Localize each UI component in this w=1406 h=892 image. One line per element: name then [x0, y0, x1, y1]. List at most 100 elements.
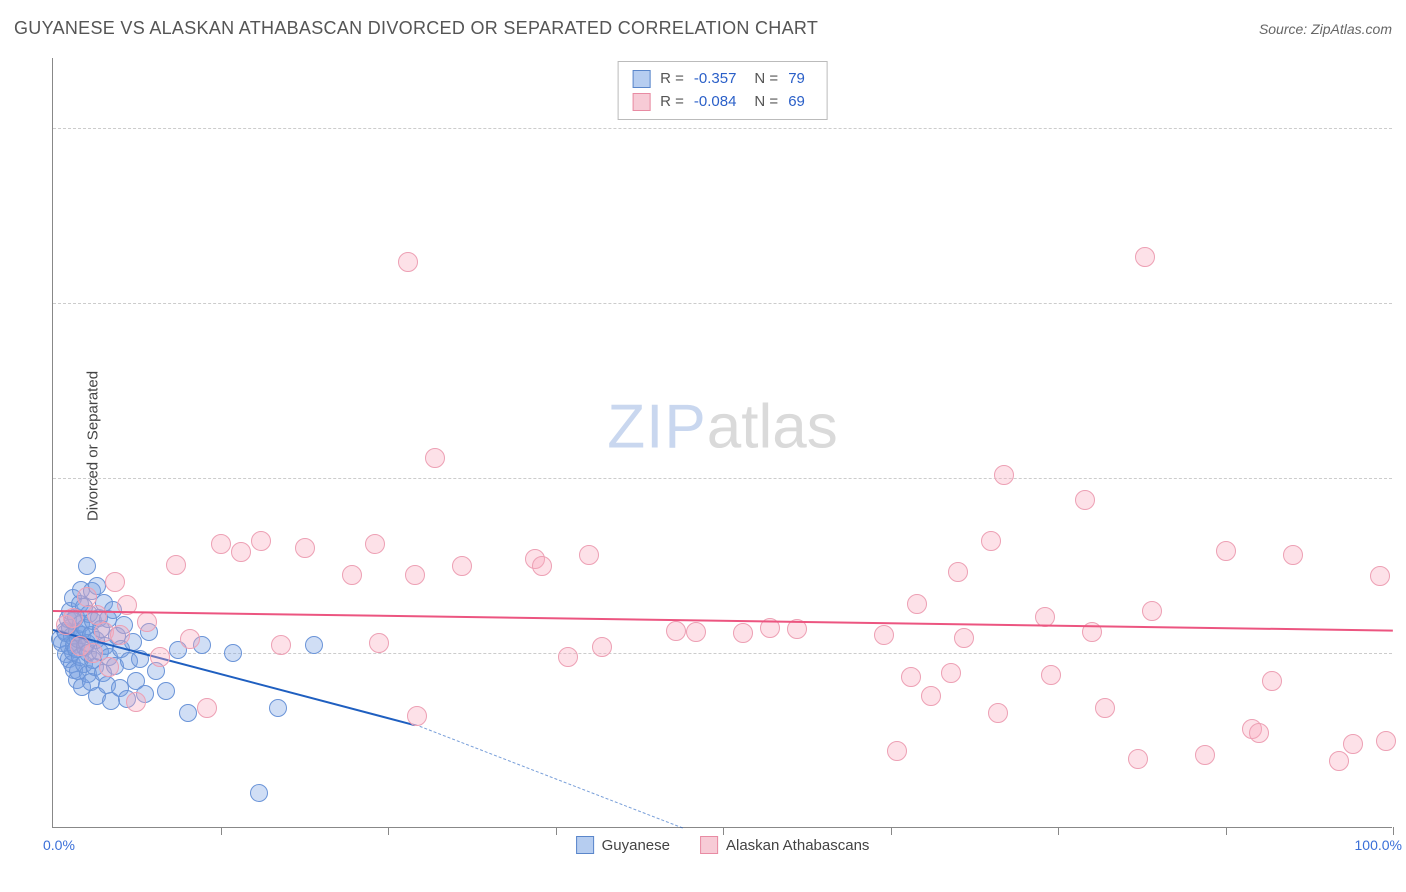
- r-value-guyanese: -0.357: [694, 68, 737, 91]
- x-tick: [723, 827, 724, 835]
- legend-label-guyanese: Guyanese: [602, 837, 670, 854]
- scatter-point: [197, 698, 217, 718]
- chart-title: GUYANESE VS ALASKAN ATHABASCAN DIVORCED …: [14, 18, 818, 39]
- scatter-point: [231, 542, 251, 562]
- scatter-point: [1376, 731, 1396, 751]
- scatter-point: [592, 637, 612, 657]
- gridline-h: [53, 478, 1392, 479]
- scatter-point: [874, 625, 894, 645]
- trend-line-dashed: [415, 724, 683, 829]
- scatter-point: [994, 465, 1014, 485]
- scatter-point: [532, 556, 552, 576]
- gridline-h: [53, 653, 1392, 654]
- scatter-point: [941, 663, 961, 683]
- r-label: R =: [660, 91, 684, 114]
- scatter-point: [1370, 566, 1390, 586]
- scatter-point: [271, 635, 291, 655]
- scatter-point: [295, 538, 315, 558]
- x-tick: [1226, 827, 1227, 835]
- scatter-point: [988, 703, 1008, 723]
- legend-item-guyanese: Guyanese: [576, 836, 670, 854]
- scatter-point: [99, 657, 119, 677]
- n-value-guyanese: 79: [788, 68, 805, 91]
- scatter-point: [166, 555, 186, 575]
- x-tick: [891, 827, 892, 835]
- r-label: R =: [660, 68, 684, 91]
- scatter-point: [1283, 545, 1303, 565]
- scatter-point: [1041, 665, 1061, 685]
- stats-row-athabascan: R = -0.084 N = 69: [632, 91, 813, 114]
- scatter-point: [907, 594, 927, 614]
- legend-label-athabascan: Alaskan Athabascans: [726, 837, 869, 854]
- scatter-point: [948, 562, 968, 582]
- scatter-point: [224, 644, 242, 662]
- scatter-point: [369, 633, 389, 653]
- scatter-point: [407, 706, 427, 726]
- scatter-point: [365, 534, 385, 554]
- scatter-point: [342, 565, 362, 585]
- scatter-point: [83, 643, 103, 663]
- scatter-point: [733, 623, 753, 643]
- scatter-point: [1249, 723, 1269, 743]
- x-axis-max-label: 100.0%: [1355, 837, 1402, 853]
- x-tick: [221, 827, 222, 835]
- chart-source: Source: ZipAtlas.com: [1259, 21, 1392, 37]
- x-tick: [1058, 827, 1059, 835]
- stats-legend-box: R = -0.357 N = 79 R = -0.084 N = 69: [617, 61, 828, 120]
- n-label: N =: [754, 68, 778, 91]
- watermark: ZIPatlas: [607, 392, 837, 463]
- scatter-point: [78, 557, 96, 575]
- x-tick: [388, 827, 389, 835]
- source-prefix: Source:: [1259, 21, 1311, 37]
- scatter-point: [1075, 490, 1095, 510]
- scatter-point: [1195, 745, 1215, 765]
- scatter-point: [954, 628, 974, 648]
- scatter-point: [398, 252, 418, 272]
- scatter-point: [887, 741, 907, 761]
- scatter-point: [405, 565, 425, 585]
- scatter-point: [1142, 601, 1162, 621]
- x-tick: [556, 827, 557, 835]
- r-value-athabascan: -0.084: [694, 91, 737, 114]
- scatter-point: [981, 531, 1001, 551]
- scatter-point: [1095, 698, 1115, 718]
- scatter-point: [901, 667, 921, 687]
- scatter-point: [250, 784, 268, 802]
- scatter-point: [157, 682, 175, 700]
- legend-swatch-athabascan: [700, 836, 718, 854]
- legend-swatch-guyanese: [576, 836, 594, 854]
- bottom-legend: Guyanese Alaskan Athabascans: [576, 836, 870, 854]
- scatter-point: [305, 636, 323, 654]
- stats-row-guyanese: R = -0.357 N = 79: [632, 68, 813, 91]
- scatter-point: [110, 625, 130, 645]
- n-value-athabascan: 69: [788, 91, 805, 114]
- swatch-athabascan: [632, 93, 650, 111]
- scatter-point: [137, 612, 157, 632]
- scatter-point: [1343, 734, 1363, 754]
- gridline-h: [53, 128, 1392, 129]
- scatter-point: [269, 699, 287, 717]
- scatter-point: [77, 587, 97, 607]
- plot-area: ZIPatlas R = -0.357 N = 79 R = -0.084 N …: [52, 58, 1392, 828]
- scatter-point: [105, 572, 125, 592]
- scatter-point: [921, 686, 941, 706]
- scatter-point: [452, 556, 472, 576]
- scatter-point: [180, 629, 200, 649]
- gridline-h: [53, 303, 1392, 304]
- scatter-point: [579, 545, 599, 565]
- scatter-point: [1135, 247, 1155, 267]
- scatter-point: [686, 622, 706, 642]
- scatter-point: [179, 704, 197, 722]
- source-name: ZipAtlas.com: [1311, 21, 1392, 37]
- scatter-point: [150, 647, 170, 667]
- scatter-point: [558, 647, 578, 667]
- scatter-point: [1128, 749, 1148, 769]
- scatter-point: [211, 534, 231, 554]
- scatter-point: [425, 448, 445, 468]
- x-axis-min-label: 0.0%: [43, 837, 75, 853]
- scatter-point: [126, 692, 146, 712]
- scatter-point: [1262, 671, 1282, 691]
- chart-header: GUYANESE VS ALASKAN ATHABASCAN DIVORCED …: [14, 18, 1392, 39]
- n-label: N =: [754, 91, 778, 114]
- watermark-atlas: atlas: [707, 393, 838, 462]
